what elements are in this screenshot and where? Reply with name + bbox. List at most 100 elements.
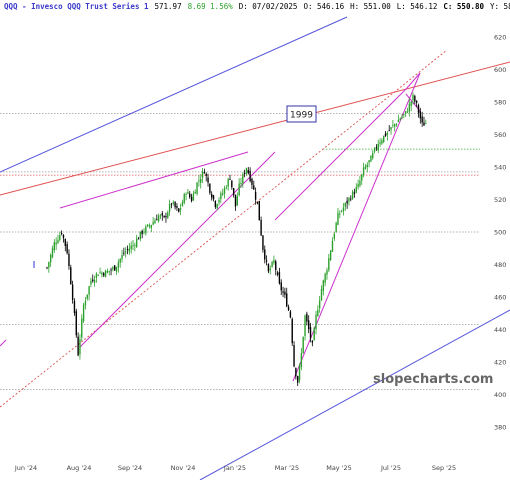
candle-body	[194, 191, 196, 194]
candle-body	[179, 208, 182, 210]
candle-body	[104, 270, 107, 278]
trendline	[199, 309, 510, 480]
candle-body	[135, 238, 138, 247]
candle-body	[82, 304, 85, 321]
candle-body	[383, 135, 385, 143]
trendline	[59, 151, 249, 209]
candle-body	[258, 200, 260, 221]
candle-body	[372, 152, 374, 159]
y-tick-label: 480	[494, 261, 506, 269]
candle-body	[399, 118, 401, 120]
candle-body	[232, 188, 235, 195]
candle-body	[331, 240, 334, 252]
trendline	[0, 16, 348, 173]
candle-body	[201, 171, 204, 178]
candle-body	[361, 174, 363, 181]
candle-body	[404, 111, 407, 114]
y-tick-label: 560	[494, 131, 506, 139]
candle-body	[93, 279, 96, 283]
candle-body	[124, 251, 127, 253]
candle-body	[342, 207, 345, 212]
candle-body	[123, 252, 125, 254]
candle-body	[425, 123, 427, 125]
candle-body	[366, 164, 368, 168]
candle-body	[313, 328, 315, 341]
trendline	[79, 151, 276, 348]
candle-body	[333, 233, 336, 239]
y-axis: 380 400 420 440 460 480 500 520 540 560 580 600 620	[494, 34, 506, 432]
candle-body	[384, 133, 387, 136]
candle-body	[247, 170, 249, 174]
candle-body	[375, 147, 378, 149]
candle-body	[355, 187, 357, 193]
candle-body	[370, 155, 372, 162]
candle-body	[211, 194, 213, 198]
candle-body	[269, 268, 271, 271]
candle-body	[229, 179, 231, 181]
candle-body	[275, 261, 277, 271]
candle-body	[66, 244, 68, 254]
candle-body	[423, 122, 425, 126]
candle-body	[392, 125, 394, 127]
candle-body	[150, 224, 153, 228]
candle-body	[344, 202, 346, 207]
candle-body	[264, 249, 266, 260]
candle-body	[326, 270, 328, 275]
candle-body	[388, 130, 390, 132]
candle-body	[362, 167, 365, 175]
candle-body	[317, 309, 319, 317]
candle-body	[329, 250, 332, 261]
candle-body	[297, 376, 299, 383]
y-value-partial: Y: 58	[490, 2, 510, 11]
candle-body	[240, 182, 242, 185]
candle-body	[214, 201, 217, 208]
candle-body	[249, 170, 251, 182]
candle-body	[223, 188, 226, 194]
candle-body	[245, 168, 248, 174]
candle-body	[381, 140, 383, 144]
candle-body	[139, 231, 142, 240]
candle-body	[165, 215, 167, 218]
candle-body	[189, 193, 191, 198]
y-tick-label: 520	[494, 196, 506, 204]
candle-body	[311, 340, 314, 343]
symbol-title: QQQ - Invesco QQQ Trust Series 1	[4, 2, 149, 11]
candle-body	[170, 203, 173, 205]
candle-body	[236, 196, 239, 206]
trendline	[406, 72, 421, 89]
candle-body	[351, 191, 354, 200]
candle-body	[304, 315, 306, 337]
candle-body	[84, 300, 87, 306]
x-tick-label: Nov '24	[171, 464, 196, 472]
candle-body	[417, 105, 420, 113]
candle-body	[90, 281, 92, 285]
x-tick-label: Sep '25	[432, 464, 456, 472]
candle-body	[145, 226, 147, 234]
candle-body	[114, 265, 116, 271]
candle-body	[141, 230, 143, 235]
candle-body	[253, 185, 255, 190]
candle-body	[293, 345, 295, 367]
y-tick-label: 440	[494, 326, 506, 334]
candle-body	[108, 270, 110, 272]
candle-body	[286, 293, 288, 307]
candle-body	[227, 178, 229, 187]
candle-body	[205, 174, 207, 176]
candle-body	[75, 311, 77, 336]
candle-body	[414, 96, 416, 102]
candle-body	[146, 224, 149, 227]
candle-body	[57, 240, 59, 243]
trendline	[0, 49, 448, 408]
candle-body	[302, 336, 304, 354]
candle-body	[295, 367, 297, 377]
candle-body	[187, 192, 189, 194]
candle-body	[163, 215, 165, 218]
candle-body	[287, 306, 290, 311]
annotation-text: 1999	[290, 111, 313, 121]
candle-body	[318, 300, 321, 309]
annotation-box[interactable]: 1999	[286, 105, 317, 123]
candle-body	[174, 201, 176, 208]
candle-body	[77, 336, 79, 356]
candle-body	[156, 219, 158, 221]
